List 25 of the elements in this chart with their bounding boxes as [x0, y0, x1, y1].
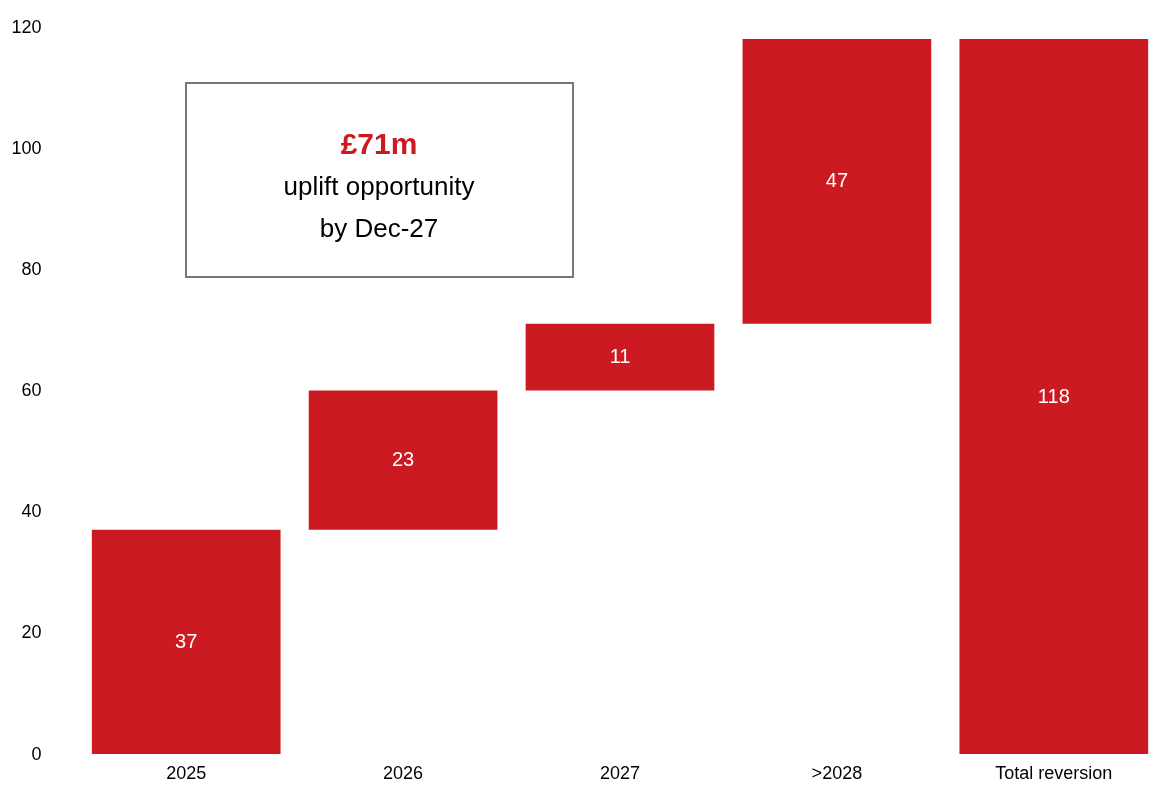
y-tick-label: 120 [11, 16, 42, 37]
data-label: 23 [391, 448, 415, 471]
data-label: 118 [1037, 384, 1070, 407]
bar [91, 529, 281, 754]
x-tick-label: Total reversion [995, 762, 1113, 783]
data-label: 37 [175, 629, 198, 652]
bar [742, 39, 932, 324]
y-tick-label: 20 [21, 622, 42, 643]
y-tick-label: 60 [21, 380, 42, 400]
y-tick-label: 40 [21, 501, 42, 522]
annotation: £71m [340, 127, 418, 160]
x-tick-label: >2028 [811, 762, 863, 783]
annotation: uplift opportunity [283, 171, 475, 201]
annotation: by Dec-27 [319, 213, 439, 243]
bar [525, 323, 715, 391]
y-tick-label: 0 [31, 743, 42, 764]
x-tick-label: 2025 [166, 762, 207, 783]
data-label: 47 [825, 169, 849, 192]
x-tick-label: 2027 [599, 762, 641, 783]
y-tick-label: 80 [21, 258, 42, 279]
x-tick-label: 2026 [383, 762, 424, 783]
y-tick-label: 100 [11, 137, 42, 158]
data-label: 11 [609, 345, 631, 368]
bar [308, 390, 498, 530]
bar [959, 39, 1149, 754]
